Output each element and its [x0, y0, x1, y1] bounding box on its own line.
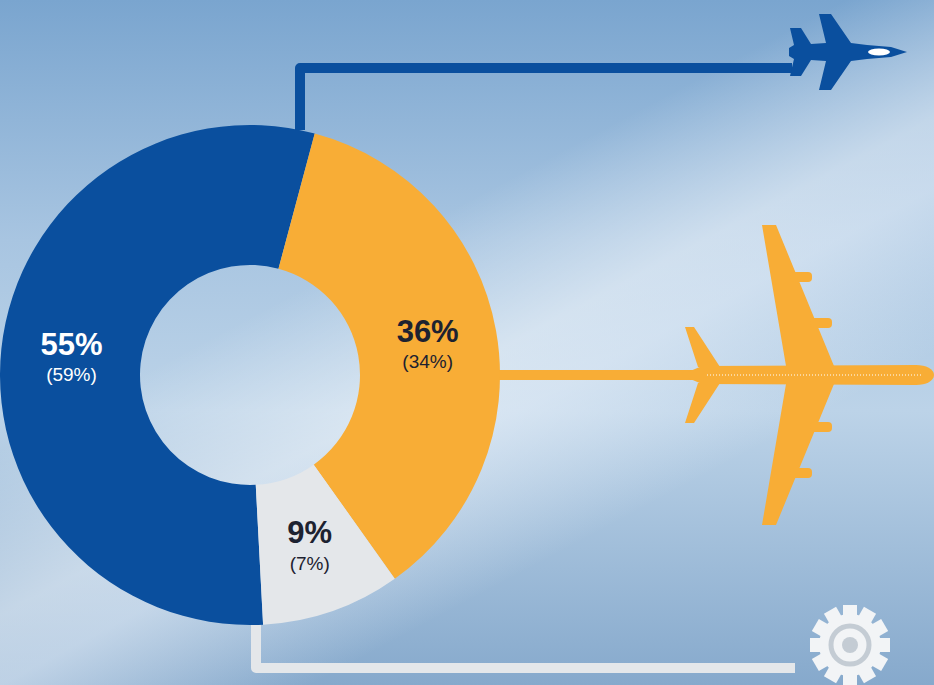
svg-text:(7%): (7%) [290, 553, 330, 574]
svg-text:9%: 9% [287, 515, 332, 550]
svg-text:(34%): (34%) [402, 351, 453, 372]
svg-text:(59%): (59%) [46, 364, 97, 385]
svg-text:55%: 55% [40, 327, 102, 362]
svg-text:36%: 36% [397, 314, 459, 349]
